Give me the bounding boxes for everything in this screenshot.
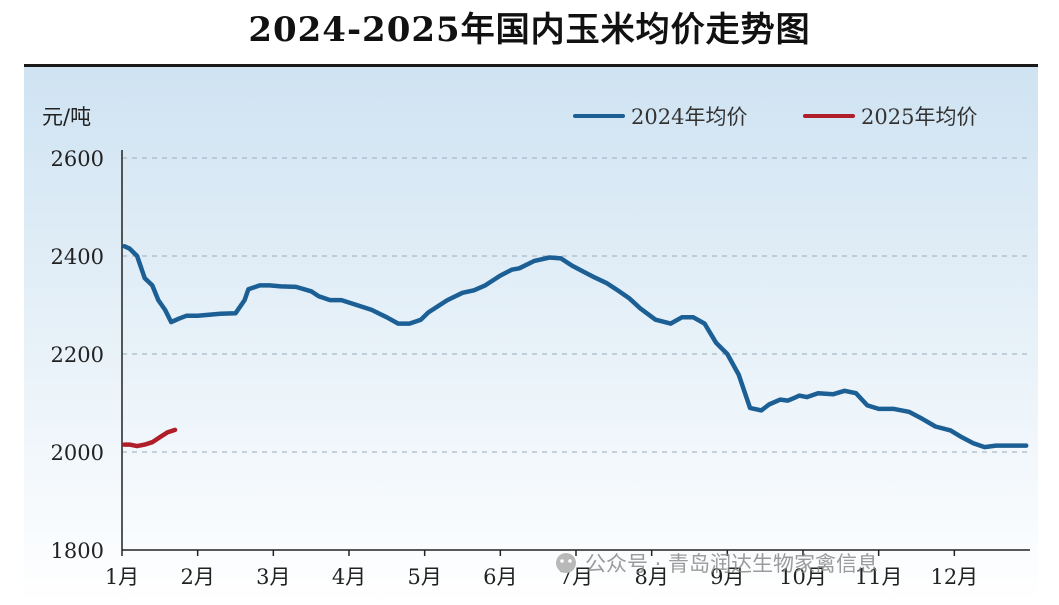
y-axis-label: 元/吨 — [42, 105, 91, 129]
chart-title: 2024-2025年国内玉米均价走势图 — [248, 10, 811, 50]
x-tick-label: 5月 — [407, 565, 441, 589]
y-tick-label: 2600 — [51, 147, 104, 171]
watermark-text: 公众号 · 青岛润达生物家禽信息 — [585, 552, 878, 576]
x-tick-label: 2月 — [180, 565, 214, 589]
legend-label-2024: 2024年均价 — [631, 105, 747, 129]
title-divider — [24, 64, 1038, 67]
legend: 2024年均价 2025年均价 — [573, 105, 977, 129]
series-line-2025 — [122, 427, 178, 449]
wechat-icon — [556, 553, 576, 573]
x-tick-label: 9月 — [710, 565, 744, 589]
series-line-2024 — [122, 243, 1029, 450]
watermark: 公众号 · 青岛润达生物家禽信息 — [556, 552, 878, 576]
x-tick-label: 1月 — [105, 565, 139, 589]
x-tick-label: 4月 — [332, 565, 366, 589]
wechat-icon-eye-left — [560, 559, 564, 563]
x-tick-label: 11月 — [855, 565, 903, 589]
x-tick-label: 8月 — [634, 565, 668, 589]
x-tick-label: 12月 — [930, 565, 978, 589]
x-tick-label: 10月 — [779, 565, 827, 589]
grid-layer — [122, 157, 1030, 453]
legend-label-2025: 2025年均价 — [861, 105, 977, 129]
series-layer — [122, 243, 1029, 450]
y-tick-label: 1800 — [51, 539, 104, 563]
x-tick-label: 6月 — [483, 565, 517, 589]
y-tick-label: 2400 — [51, 245, 104, 269]
y-tick-label: 2200 — [51, 343, 104, 367]
x-tick-label: 3月 — [256, 565, 290, 589]
wechat-icon-eye-right — [568, 559, 572, 563]
y-tick-label: 2000 — [51, 441, 104, 465]
chart-background — [24, 67, 1038, 605]
